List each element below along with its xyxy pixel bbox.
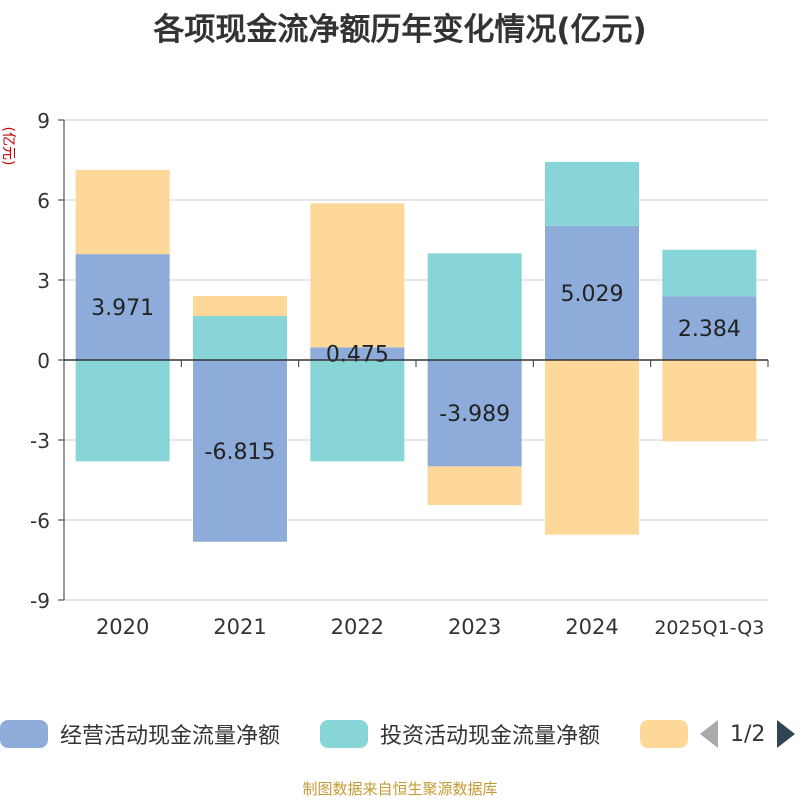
data-label: 3.971 (91, 296, 154, 321)
bar-investing (427, 253, 522, 360)
bar-investing (75, 360, 170, 462)
bar-operating (427, 360, 522, 467)
y-tick-label: 6 (37, 189, 50, 213)
legend-swatch-investing (320, 720, 368, 748)
x-tick-label: 2024 (565, 615, 618, 639)
data-label: -6.815 (205, 440, 276, 465)
legend: 经营活动现金流量净额 投资活动现金流量净额 1/2 (0, 716, 800, 752)
bar-investing (662, 249, 757, 297)
x-tick-label: 2022 (331, 615, 384, 639)
bar-operating (75, 254, 170, 360)
pager-prev-icon[interactable] (700, 720, 718, 748)
legend-item-investing[interactable]: 投资活动现金流量净额 (320, 716, 600, 752)
y-tick-label: 0 (37, 349, 50, 373)
data-label: -3.989 (439, 402, 510, 427)
data-source: 制图数据来自恒生聚源数据库 (302, 780, 498, 798)
bar-financing (310, 203, 405, 348)
bar-financing (427, 466, 522, 506)
y-tick-label: -3 (30, 429, 50, 453)
legend-label-investing: 投资活动现金流量净额 (380, 724, 601, 749)
bar-investing (193, 316, 287, 360)
data-label: 0.475 (326, 343, 389, 368)
bar-financing (75, 170, 170, 255)
x-tick-label: 2025Q1-Q3 (654, 617, 764, 639)
bar-operating (662, 296, 757, 360)
pager-text: 1/2 (730, 721, 766, 747)
legend-pager: 1/2 (700, 716, 796, 752)
bar-financing (662, 360, 757, 442)
legend-swatch-financing (640, 720, 688, 748)
data-label: 5.029 (561, 282, 624, 307)
y-tick-label: 3 (37, 269, 50, 293)
data-label: 2.384 (678, 317, 741, 342)
y-tick-label: -6 (30, 509, 50, 533)
bar-operating (193, 360, 287, 542)
x-tick-label: 2021 (213, 615, 266, 639)
legend-item-operating[interactable]: 经营活动现金流量净额 (0, 716, 280, 752)
bar-operating (310, 347, 405, 360)
legend-swatch-operating (0, 720, 48, 748)
bar-financing (193, 296, 287, 316)
y-tick-label: 9 (37, 109, 50, 133)
x-tick-label: 2020 (96, 615, 149, 639)
chart-plot: 9 6 3 0 -3 -6 -9 (亿元) 3.971 -6.815 0.475 -3.989 5.02… (0, 109, 769, 639)
chart-title: 各项现金流净额历年变化情况(亿元) (153, 12, 647, 48)
bar-operating (545, 225, 639, 360)
bar-financing (545, 360, 639, 535)
y-axis-label: (亿元) (0, 127, 16, 166)
x-tick-label: 2023 (448, 615, 501, 639)
y-tick-label: -9 (30, 589, 50, 613)
pager-next-icon[interactable] (777, 720, 796, 748)
legend-item-financing[interactable] (640, 716, 700, 752)
bar-investing (545, 161, 639, 226)
legend-label-operating: 经营活动现金流量净额 (60, 724, 281, 749)
bar-investing (310, 360, 405, 462)
